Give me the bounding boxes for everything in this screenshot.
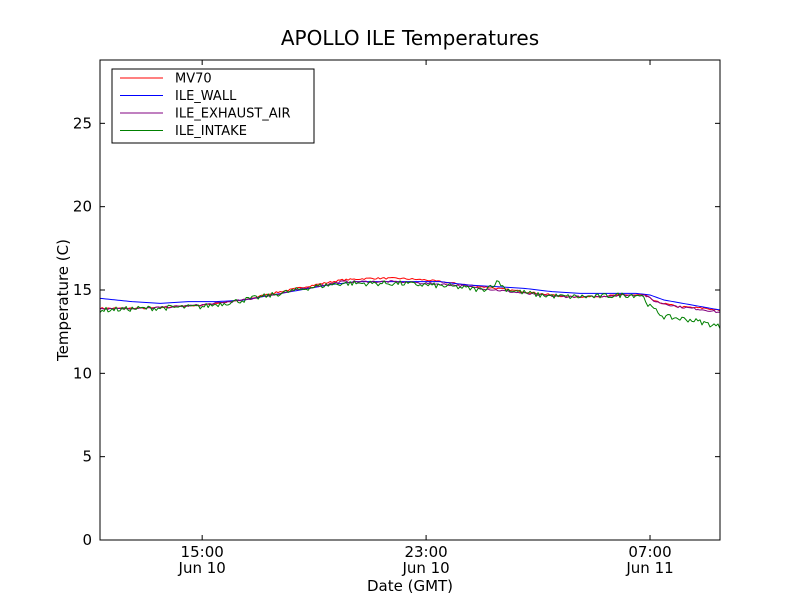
y-tick-label: 20: [73, 198, 92, 216]
legend-label-ile-intake: ILE_INTAKE: [175, 124, 247, 139]
x-tick-label-date: Jun 10: [401, 559, 449, 577]
x-tick-label-date: Jun 11: [625, 559, 673, 577]
legend-label-ile-exhaust-air: ILE_EXHAUST_AIR: [175, 107, 291, 122]
legend: MV70 ILE_WALL ILE_EXHAUST_AIR ILE_INTAKE: [111, 68, 315, 144]
x-tick-label-time: 23:00: [404, 543, 447, 561]
series-layer: [100, 277, 720, 330]
y-tick-label: 15: [73, 281, 92, 299]
y-tick-label: 5: [82, 448, 92, 466]
chart-title: APOLLO ILE Temperatures: [281, 26, 539, 50]
plot-frame: [99, 59, 721, 541]
x-tick-label-time: 07:00: [628, 543, 671, 561]
y-tick-label: 0: [82, 531, 92, 549]
y-axis-label: Temperature (C): [54, 239, 72, 362]
series-line-ile-intake: [100, 280, 720, 330]
y-tick-label: 25: [73, 114, 92, 132]
y-tick-label: 10: [73, 364, 92, 382]
legend-label-ile-wall: ILE_WALL: [175, 89, 237, 104]
legend-label-mv70: MV70: [175, 72, 212, 87]
x-axis-label: Date (GMT): [367, 577, 453, 595]
x-tick-label-time: 15:00: [181, 543, 224, 561]
x-tick-label-date: Jun 10: [178, 559, 226, 577]
